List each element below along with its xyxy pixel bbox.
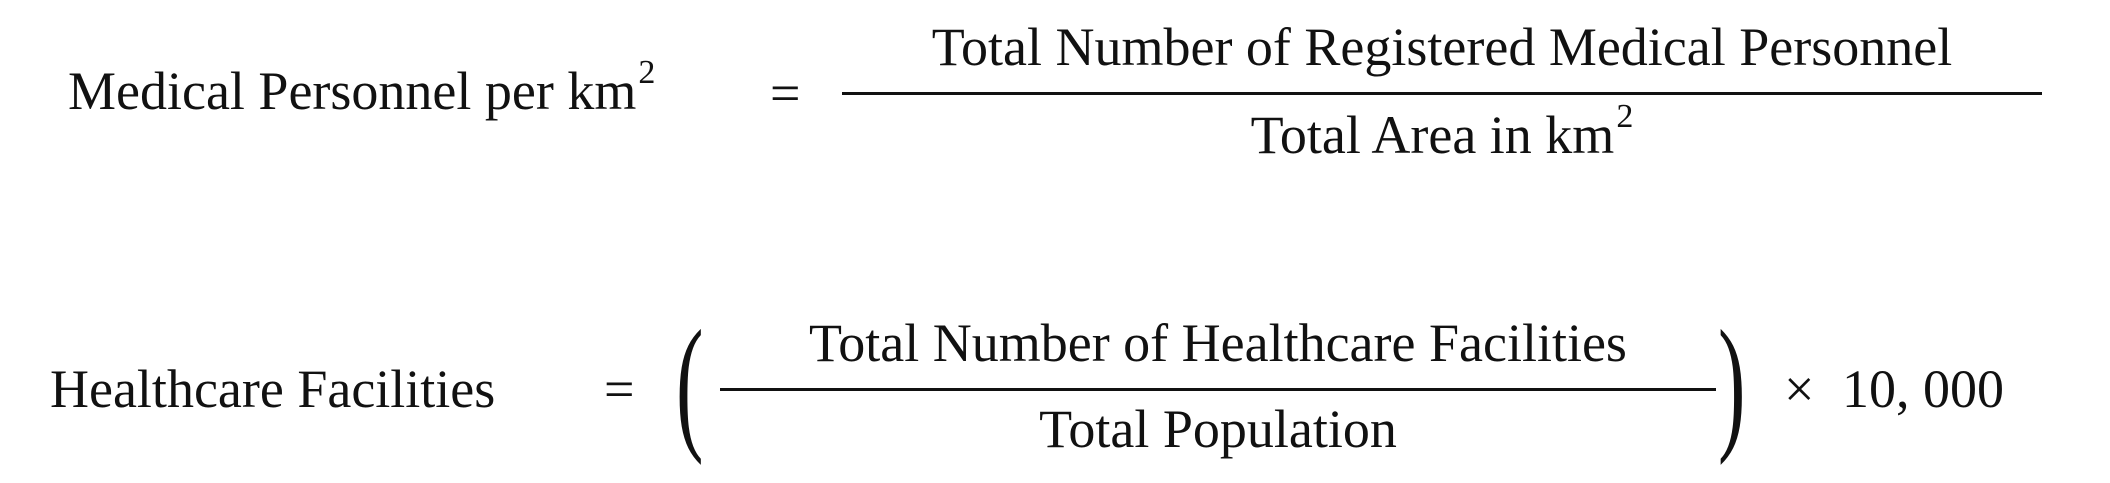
formula2-multiplier: 10, 000: [1842, 359, 2004, 419]
formula1-denominator-exponent: 2: [1616, 98, 1634, 135]
formula2-close-paren: ): [1718, 300, 1746, 466]
formula1-denominator: Total Area in km2: [842, 100, 2042, 165]
formula2-open-paren: (: [676, 300, 704, 466]
formula1-numerator: Total Number of Registered Medical Perso…: [931, 17, 1953, 77]
formula1-equals: =: [770, 63, 801, 123]
formula2-numerator: Total Number of Healthcare Facilities: [809, 313, 1627, 373]
formula2-lhs: Healthcare Facilities: [50, 359, 496, 419]
formula1-lhs-text: Medical Personnel per km: [68, 61, 637, 121]
formula2-equals: =: [604, 359, 635, 419]
formula2-fraction-bar: [720, 388, 1716, 391]
formula1-denominator-text: Total Area in km: [1250, 105, 1615, 165]
formula1-fraction-bar: [842, 92, 2042, 95]
formula2-times-sign: ×: [1784, 359, 1815, 419]
formula2-denominator: Total Population: [1039, 399, 1397, 459]
formula1-lhs-exponent: 2: [638, 54, 656, 91]
formula1-lhs: Medical Personnel per km2: [68, 56, 655, 121]
